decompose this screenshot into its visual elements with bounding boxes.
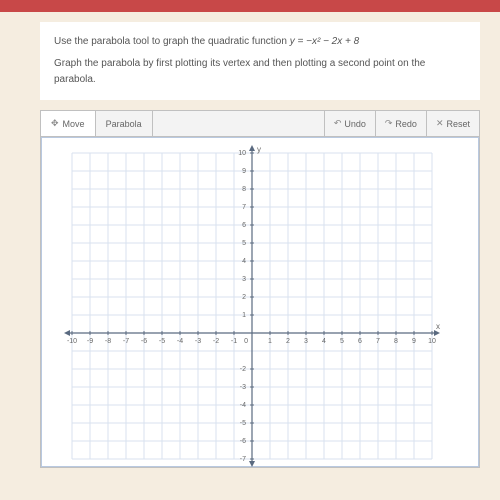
svg-text:x: x (436, 322, 440, 331)
svg-text:-9: -9 (87, 338, 93, 345)
svg-text:-2: -2 (240, 366, 246, 373)
svg-text:-10: -10 (67, 338, 77, 345)
svg-text:6: 6 (242, 222, 246, 229)
coordinate-grid[interactable]: -10 -9 -8 -7 -6 -5 -4 -3 -2 -1 1 2 3 4 5 6 7 8 9 10 1 2 3 4 5 6 7 8… (42, 138, 462, 468)
svg-text:-5: -5 (240, 420, 246, 427)
parabola-label: Parabola (106, 119, 142, 129)
header-bar (0, 0, 500, 12)
redo-button[interactable]: ↷ Redo (375, 111, 426, 136)
svg-text:3: 3 (242, 276, 246, 283)
svg-text:-1: -1 (231, 338, 237, 345)
question-line-1: Use the parabola tool to graph the quadr… (54, 34, 466, 50)
svg-text:8: 8 (242, 186, 246, 193)
reset-label: Reset (446, 119, 470, 129)
svg-text:-6: -6 (141, 338, 147, 345)
svg-text:6: 6 (358, 338, 362, 345)
svg-text:-2: -2 (213, 338, 219, 345)
svg-text:0: 0 (244, 338, 248, 345)
svg-text:2: 2 (242, 294, 246, 301)
svg-text:8: 8 (394, 338, 398, 345)
svg-text:9: 9 (242, 168, 246, 175)
question-text-1: Use the parabola tool to graph the quadr… (54, 36, 290, 47)
svg-text:4: 4 (242, 258, 246, 265)
svg-text:10: 10 (428, 338, 436, 345)
question-line-2: Graph the parabola by first plotting its… (54, 56, 466, 88)
svg-text:3: 3 (304, 338, 308, 345)
svg-text:-7: -7 (123, 338, 129, 345)
move-icon: ✥ (51, 118, 59, 129)
parabola-button[interactable]: Parabola (96, 111, 153, 136)
svg-text:2: 2 (286, 338, 290, 345)
svg-text:-7: -7 (240, 456, 246, 463)
svg-text:5: 5 (340, 338, 344, 345)
redo-label: Redo (395, 119, 417, 129)
toolbar-spacer (153, 111, 324, 136)
move-label: Move (63, 119, 85, 129)
graph-area[interactable]: -10 -9 -8 -7 -6 -5 -4 -3 -2 -1 1 2 3 4 5 6 7 8 9 10 1 2 3 4 5 6 7 8… (41, 137, 479, 467)
svg-text:10: 10 (238, 150, 246, 157)
undo-button[interactable]: ↶ Undo (324, 111, 375, 136)
svg-text:5: 5 (242, 240, 246, 247)
svg-text:-3: -3 (240, 384, 246, 391)
svg-text:-5: -5 (159, 338, 165, 345)
svg-text:1: 1 (242, 312, 246, 319)
svg-text:-4: -4 (240, 402, 246, 409)
undo-icon: ↶ (334, 118, 342, 129)
svg-text:-3: -3 (195, 338, 201, 345)
reset-button[interactable]: ✕ Reset (426, 111, 479, 136)
svg-text:-8: -8 (105, 338, 111, 345)
svg-text:1: 1 (268, 338, 272, 345)
reset-icon: ✕ (436, 118, 444, 129)
undo-label: Undo (344, 119, 366, 129)
svg-text:7: 7 (376, 338, 380, 345)
svg-text:7: 7 (242, 204, 246, 211)
svg-text:-4: -4 (177, 338, 183, 345)
move-button[interactable]: ✥ Move (41, 111, 96, 136)
equation: y = −x² − 2x + 8 (290, 36, 359, 47)
toolbar: ✥ Move Parabola ↶ Undo ↷ Redo ✕ Reset (41, 111, 479, 137)
redo-icon: ↷ (385, 118, 393, 129)
svg-text:4: 4 (322, 338, 326, 345)
graph-panel: ✥ Move Parabola ↶ Undo ↷ Redo ✕ Reset -1… (40, 110, 480, 468)
svg-text:9: 9 (412, 338, 416, 345)
svg-text:y: y (257, 145, 261, 154)
svg-text:-6: -6 (240, 438, 246, 445)
question-panel: Use the parabola tool to graph the quadr… (40, 22, 480, 100)
